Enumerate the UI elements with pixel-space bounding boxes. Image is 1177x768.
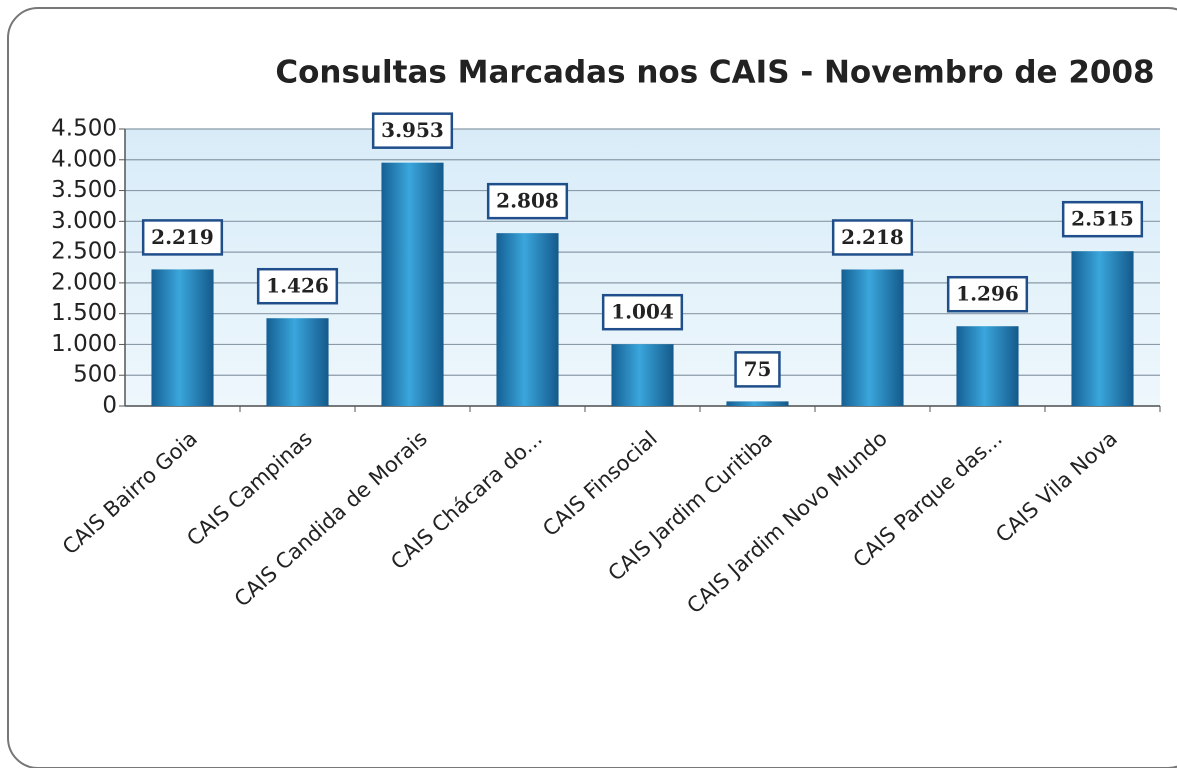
bar: [496, 233, 559, 406]
y-tick-label: 3.500: [51, 177, 117, 203]
bar: [151, 269, 214, 406]
value-label-box: [1061, 200, 1144, 238]
chart-title: Consultas Marcadas nos CAIS - Novembro d…: [275, 55, 1154, 91]
bar: [381, 162, 444, 406]
value-label-box: [831, 219, 914, 256]
y-tick-label: 1.000: [51, 331, 117, 357]
value-label-box: [486, 182, 569, 220]
value-label: 2.808: [496, 189, 559, 213]
value-label: 1.426: [266, 274, 329, 298]
value-label: 2.515: [1071, 207, 1134, 231]
value-label: 2.219: [151, 225, 214, 249]
bar: [841, 269, 904, 406]
bar: [266, 318, 329, 406]
value-label-box: [256, 267, 339, 305]
bar: [726, 401, 789, 406]
value-label: 1.296: [956, 282, 1019, 306]
value-label: 3.953: [381, 118, 444, 142]
y-tick-label: 2.500: [51, 239, 117, 265]
value-label-box: [141, 219, 224, 256]
y-tick-label: 4.000: [51, 146, 117, 172]
y-tick-label: 2.000: [51, 269, 117, 295]
value-label: 1.004: [611, 300, 674, 324]
value-label-box: [946, 275, 1029, 313]
value-label: 75: [744, 357, 772, 381]
y-tick-label: 1.500: [51, 300, 117, 326]
bar: [956, 326, 1019, 406]
value-label-box: [734, 351, 781, 388]
value-label-box: [601, 293, 684, 331]
bar: [1071, 251, 1134, 406]
y-tick-label: 3.000: [51, 208, 117, 234]
bar: [611, 344, 674, 406]
y-tick-label: 0: [102, 393, 117, 419]
y-tick-label: 4.500: [51, 116, 117, 142]
y-tick-label: 500: [73, 362, 117, 388]
value-label: 2.218: [841, 225, 904, 249]
value-label-box: [371, 112, 454, 149]
